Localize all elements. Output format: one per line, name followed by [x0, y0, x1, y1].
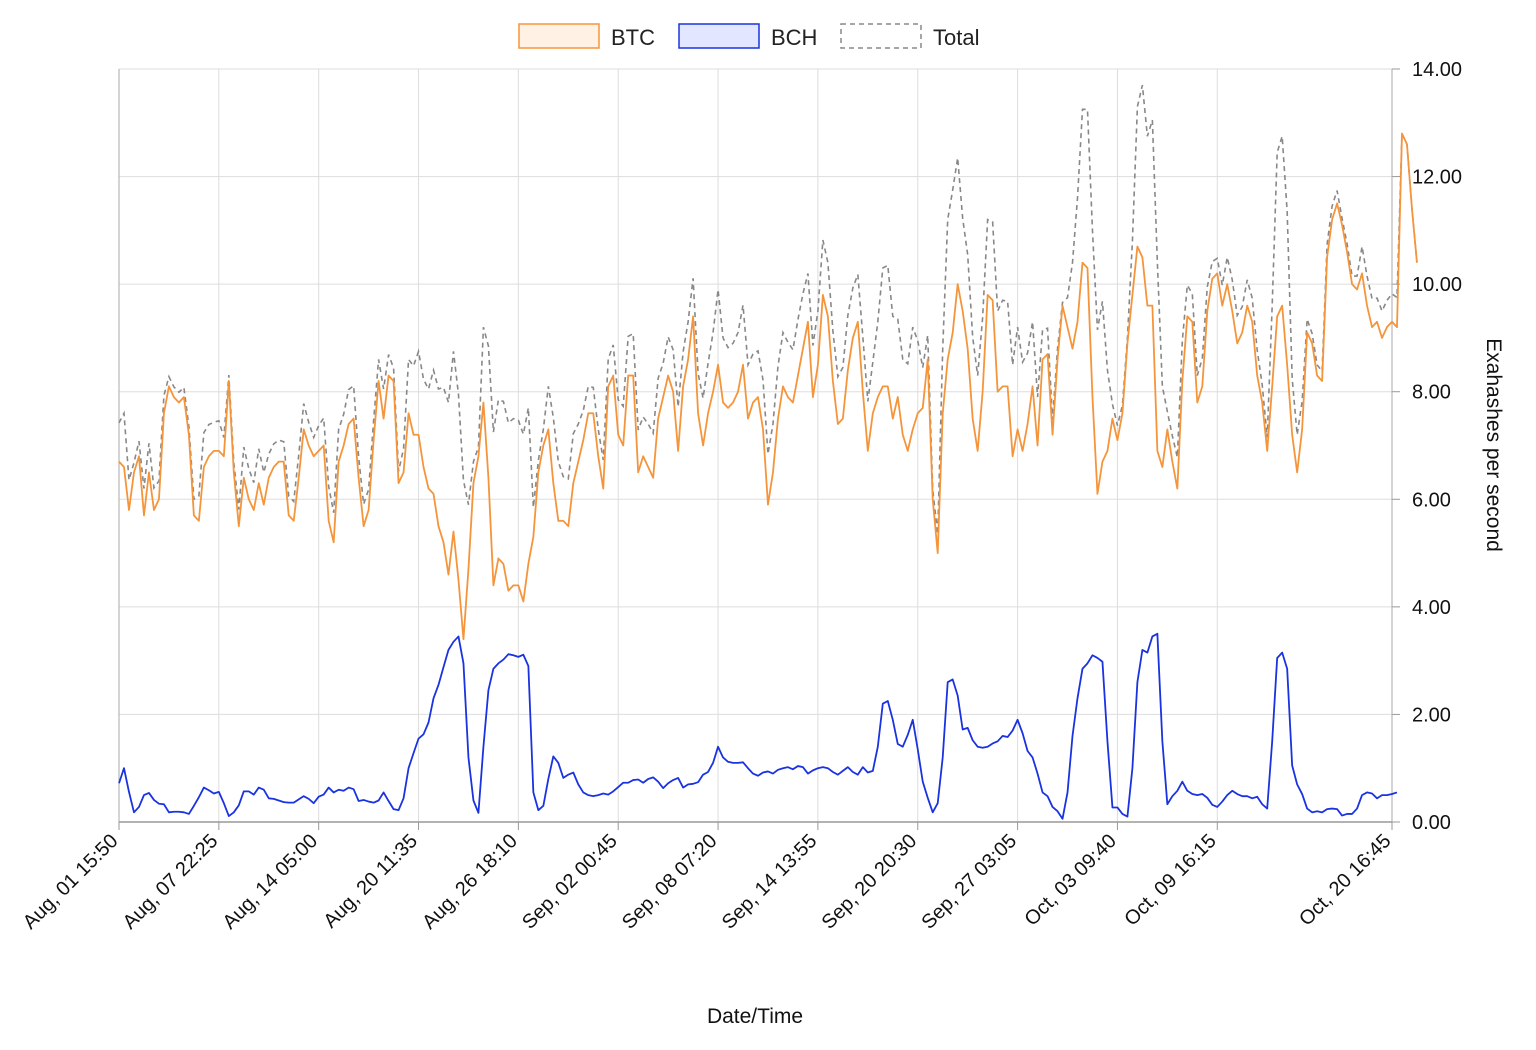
x-tick-label: Sep, 02 00:45	[518, 830, 622, 934]
x-tick-label: Aug, 07 22:25	[119, 830, 223, 934]
series-line-btc	[118, 132, 1418, 641]
y-tick-label: 6.00	[1412, 489, 1451, 511]
legend-item-btc[interactable]: BTC	[518, 23, 655, 50]
legend-swatch-bch	[678, 23, 760, 49]
grid	[118, 68, 1393, 823]
y-tick-label: 14.00	[1412, 59, 1462, 81]
y-axis-title: Exahashes per second	[1482, 338, 1505, 552]
x-tick-label: Oct, 20 16:45	[1295, 830, 1395, 930]
y-tick-label: 10.00	[1412, 274, 1462, 296]
legend-label-btc: BTC	[611, 25, 655, 50]
legend-swatch-total	[840, 23, 922, 49]
y-tick-label: 8.00	[1412, 382, 1451, 404]
series-line-bch	[118, 632, 1398, 820]
legend-label-bch: BCH	[771, 25, 817, 50]
series-line-total	[118, 84, 1418, 535]
legend-swatch-btc	[518, 23, 600, 49]
x-tick-label: Sep, 27 03:05	[917, 830, 1021, 934]
y-tick-label: 2.00	[1412, 704, 1451, 726]
y-tick-label: 0.00	[1412, 812, 1451, 834]
x-tick-label: Aug, 20 11:35	[319, 830, 422, 933]
x-tick-label: Sep, 14 13:55	[718, 830, 822, 934]
x-tick-label: Aug, 26 18:10	[418, 830, 522, 934]
x-tick-label: Sep, 08 07:20	[618, 830, 722, 934]
series-layer	[118, 84, 1418, 820]
x-tick-label: Aug, 01 15:50	[19, 830, 123, 934]
x-tick-label: Oct, 09 16:15	[1120, 830, 1220, 930]
y-tick-label: 4.00	[1412, 597, 1451, 619]
legend-item-total[interactable]: Total	[840, 23, 979, 50]
y-tick-label: 12.00	[1412, 167, 1462, 189]
x-tick-label: Sep, 20 20:30	[818, 830, 922, 934]
x-axis-title: Date/Time	[707, 1005, 803, 1028]
legend-item-bch[interactable]: BCH	[678, 23, 817, 50]
legend-label-total: Total	[933, 25, 979, 50]
x-tick-label: Aug, 14 05:00	[219, 830, 323, 934]
x-tick-label: Oct, 03 09:40	[1021, 830, 1121, 930]
legend: BTC BCH Total	[518, 23, 979, 50]
